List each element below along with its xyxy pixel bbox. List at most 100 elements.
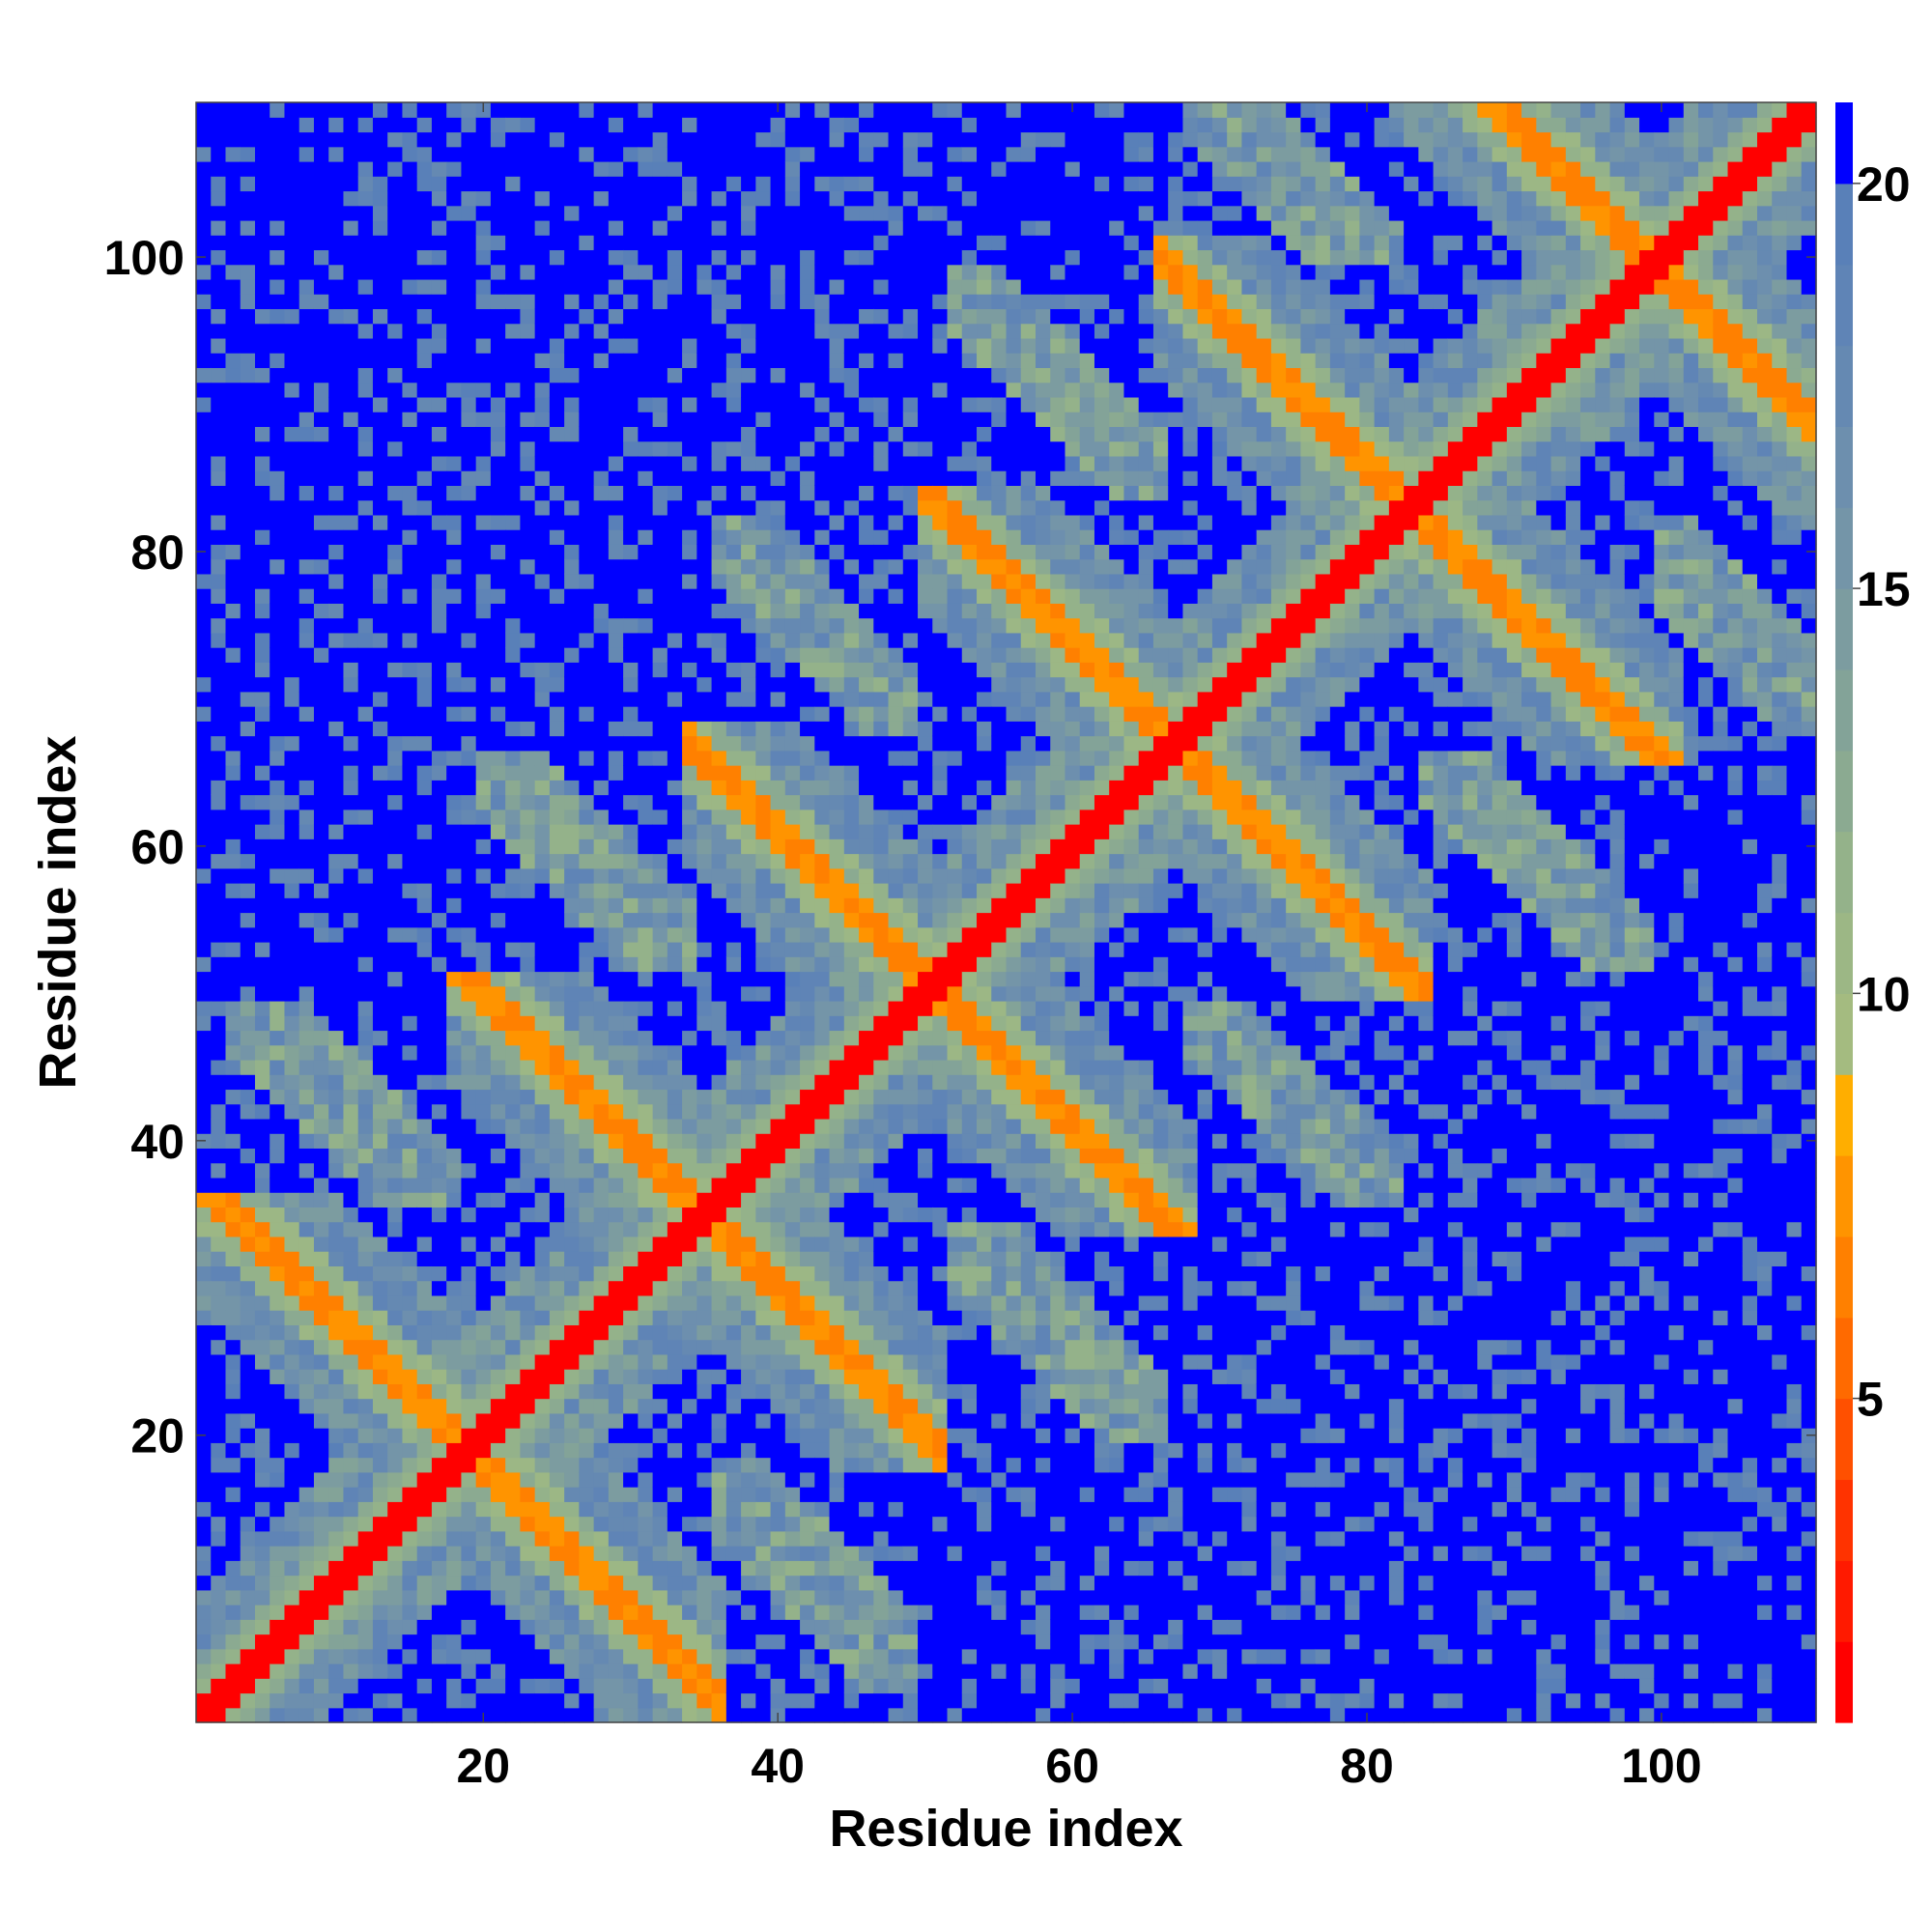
heatmap-cell: [328, 662, 345, 678]
heatmap-cell: [387, 647, 404, 663]
heatmap-cell: [564, 1471, 580, 1488]
heatmap-cell: [608, 1692, 624, 1709]
heatmap-cell: [608, 1383, 624, 1400]
heatmap-cell: [652, 1428, 668, 1443]
heatmap-cell: [682, 235, 697, 251]
heatmap-cell: [608, 396, 624, 412]
heatmap-cell: [784, 131, 801, 148]
heatmap-cell: [387, 1221, 404, 1237]
heatmap-cell: [564, 1339, 580, 1355]
heatmap-cell: [608, 1398, 624, 1414]
heatmap-cell: [667, 603, 683, 619]
heatmap-cell: [549, 1044, 565, 1061]
heatmap-cell: [784, 1162, 801, 1179]
heatmap-cell: [593, 367, 610, 384]
heatmap-cell: [814, 750, 831, 766]
heatmap-cell: [431, 912, 447, 928]
heatmap-cell: [446, 235, 463, 251]
heatmap-cell: [490, 750, 506, 766]
heatmap-cell: [770, 1192, 786, 1208]
heatmap-cell: [652, 219, 668, 236]
heatmap-cell: [741, 1221, 756, 1237]
heatmap-cell: [579, 337, 595, 354]
heatmap-cell: [667, 249, 683, 266]
heatmap-cell: [240, 1192, 256, 1208]
heatmap-cell: [638, 809, 654, 825]
heatmap-cell: [270, 1501, 286, 1518]
heatmap-cell: [564, 1575, 580, 1591]
heatmap-cell: [784, 146, 801, 162]
heatmap-cell: [284, 1589, 300, 1605]
heatmap-cell: [313, 440, 329, 457]
heatmap-cell: [608, 721, 624, 737]
heatmap-cell: [682, 1044, 697, 1061]
heatmap-cell: [211, 1133, 227, 1150]
heatmap-cell: [784, 1251, 801, 1266]
heatmap-cell: [196, 294, 212, 310]
heatmap-cell: [446, 1589, 463, 1605]
heatmap-cell: [608, 514, 624, 530]
heatmap-cell: [240, 1516, 256, 1532]
heatmap-cell: [402, 1177, 418, 1193]
heatmap-cell: [770, 1369, 786, 1384]
heatmap-cell: [240, 662, 256, 678]
heatmap-cell: [755, 1324, 772, 1341]
heatmap-cell: [534, 809, 551, 825]
heatmap-cell: [416, 1059, 433, 1075]
heatmap-cell: [652, 235, 668, 251]
heatmap-cell: [843, 647, 860, 663]
heatmap-cell: [416, 1221, 433, 1237]
heatmap-cell: [800, 1339, 815, 1355]
heatmap-cell: [313, 721, 329, 737]
heatmap-cell: [343, 1265, 359, 1282]
heatmap-cell: [328, 1280, 345, 1296]
heatmap-cell: [284, 514, 300, 530]
heatmap-cell: [270, 367, 286, 384]
heatmap-cell: [298, 235, 315, 251]
heatmap-cell: [196, 985, 212, 1002]
heatmap-cell: [800, 735, 815, 752]
heatmap-cell: [564, 780, 580, 796]
heatmap-cell: [696, 1692, 713, 1709]
heatmap-cell: [608, 264, 624, 280]
heatmap-cell: [682, 249, 697, 266]
heatmap-cell: [843, 1324, 860, 1341]
heatmap-cell: [520, 1030, 536, 1046]
heatmap-cell: [196, 1648, 212, 1664]
heatmap-cell: [461, 1487, 477, 1502]
heatmap-cell: [579, 765, 595, 781]
heatmap-cell: [431, 1589, 447, 1605]
heatmap-cell: [667, 1000, 683, 1016]
heatmap-cell: [211, 794, 227, 810]
heatmap-cell: [623, 235, 639, 251]
heatmap-cell: [829, 853, 845, 869]
heatmap-cell: [270, 1619, 286, 1635]
heatmap-cell: [608, 1442, 624, 1459]
heatmap-cell: [520, 1487, 536, 1502]
heatmap-cell: [623, 603, 639, 619]
heatmap-cell: [800, 529, 815, 545]
heatmap-cell: [638, 337, 654, 354]
heatmap-cell: [682, 367, 697, 384]
heatmap-cell: [843, 676, 860, 693]
heatmap-cell: [682, 1692, 697, 1709]
heatmap-cell: [461, 941, 477, 957]
heatmap-cell: [564, 131, 580, 148]
heatmap-cell: [343, 794, 359, 810]
heatmap-cell: [549, 176, 565, 192]
heatmap-cell: [682, 382, 697, 398]
heatmap-cell: [579, 1251, 595, 1266]
heatmap-cell: [357, 1324, 374, 1341]
heatmap-cell: [446, 706, 463, 722]
heatmap-cell: [755, 146, 772, 162]
heatmap-cell: [784, 249, 801, 266]
heatmap-cell: [652, 1530, 668, 1547]
heatmap-cell: [298, 647, 315, 663]
heatmap-cell: [402, 750, 418, 766]
heatmap-cell: [505, 1103, 521, 1120]
heatmap-cell: [328, 809, 345, 825]
heatmap-cell: [608, 1148, 624, 1164]
heatmap-cell: [814, 1207, 831, 1223]
heatmap-cell: [593, 1412, 610, 1429]
heatmap-cell: [814, 1663, 831, 1679]
